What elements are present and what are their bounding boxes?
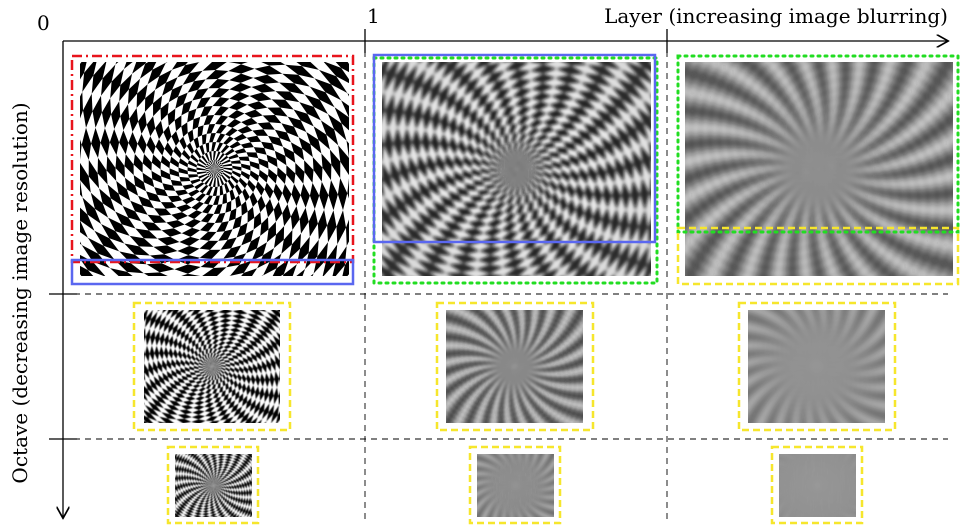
yellow-frame-octave1-layer0	[132, 301, 292, 432]
checkerboard-tile	[382, 62, 651, 276]
blue-frame-bottom-strip	[70, 258, 355, 286]
checkerboard-tile	[144, 310, 280, 423]
yellow-frame-octave1-layer2	[737, 301, 897, 432]
axes	[49, 29, 947, 517]
yellow-frame-octave2-layer1	[468, 445, 562, 525]
layer-tick-label: 1	[367, 4, 380, 28]
red-frame	[70, 54, 355, 264]
yellow-frame-octave2-layer2	[770, 445, 864, 525]
checkerboard-tile	[779, 454, 856, 517]
layer-axis-label: Layer (increasing image blurring)	[604, 4, 948, 28]
checkerboard-tile	[175, 454, 252, 517]
green-frame-layer2	[676, 54, 960, 234]
yellow-frame-octave1-layer1	[435, 301, 595, 432]
checkerboard-tile	[446, 310, 583, 423]
cell-grid	[63, 40, 948, 523]
yellow-frame-octave2-layer0	[166, 445, 260, 525]
checkerboard-tile	[685, 62, 953, 276]
octave-axis-label: Octave (decreasing image resolution)	[8, 102, 32, 483]
blue-frame-layer1	[372, 53, 657, 244]
highlight-frames	[70, 53, 960, 525]
yellow-frame-layer2	[676, 226, 960, 286]
origin-label: 0	[37, 11, 50, 35]
checkerboard-tile	[748, 310, 885, 423]
checkerboard-tile	[477, 454, 554, 517]
